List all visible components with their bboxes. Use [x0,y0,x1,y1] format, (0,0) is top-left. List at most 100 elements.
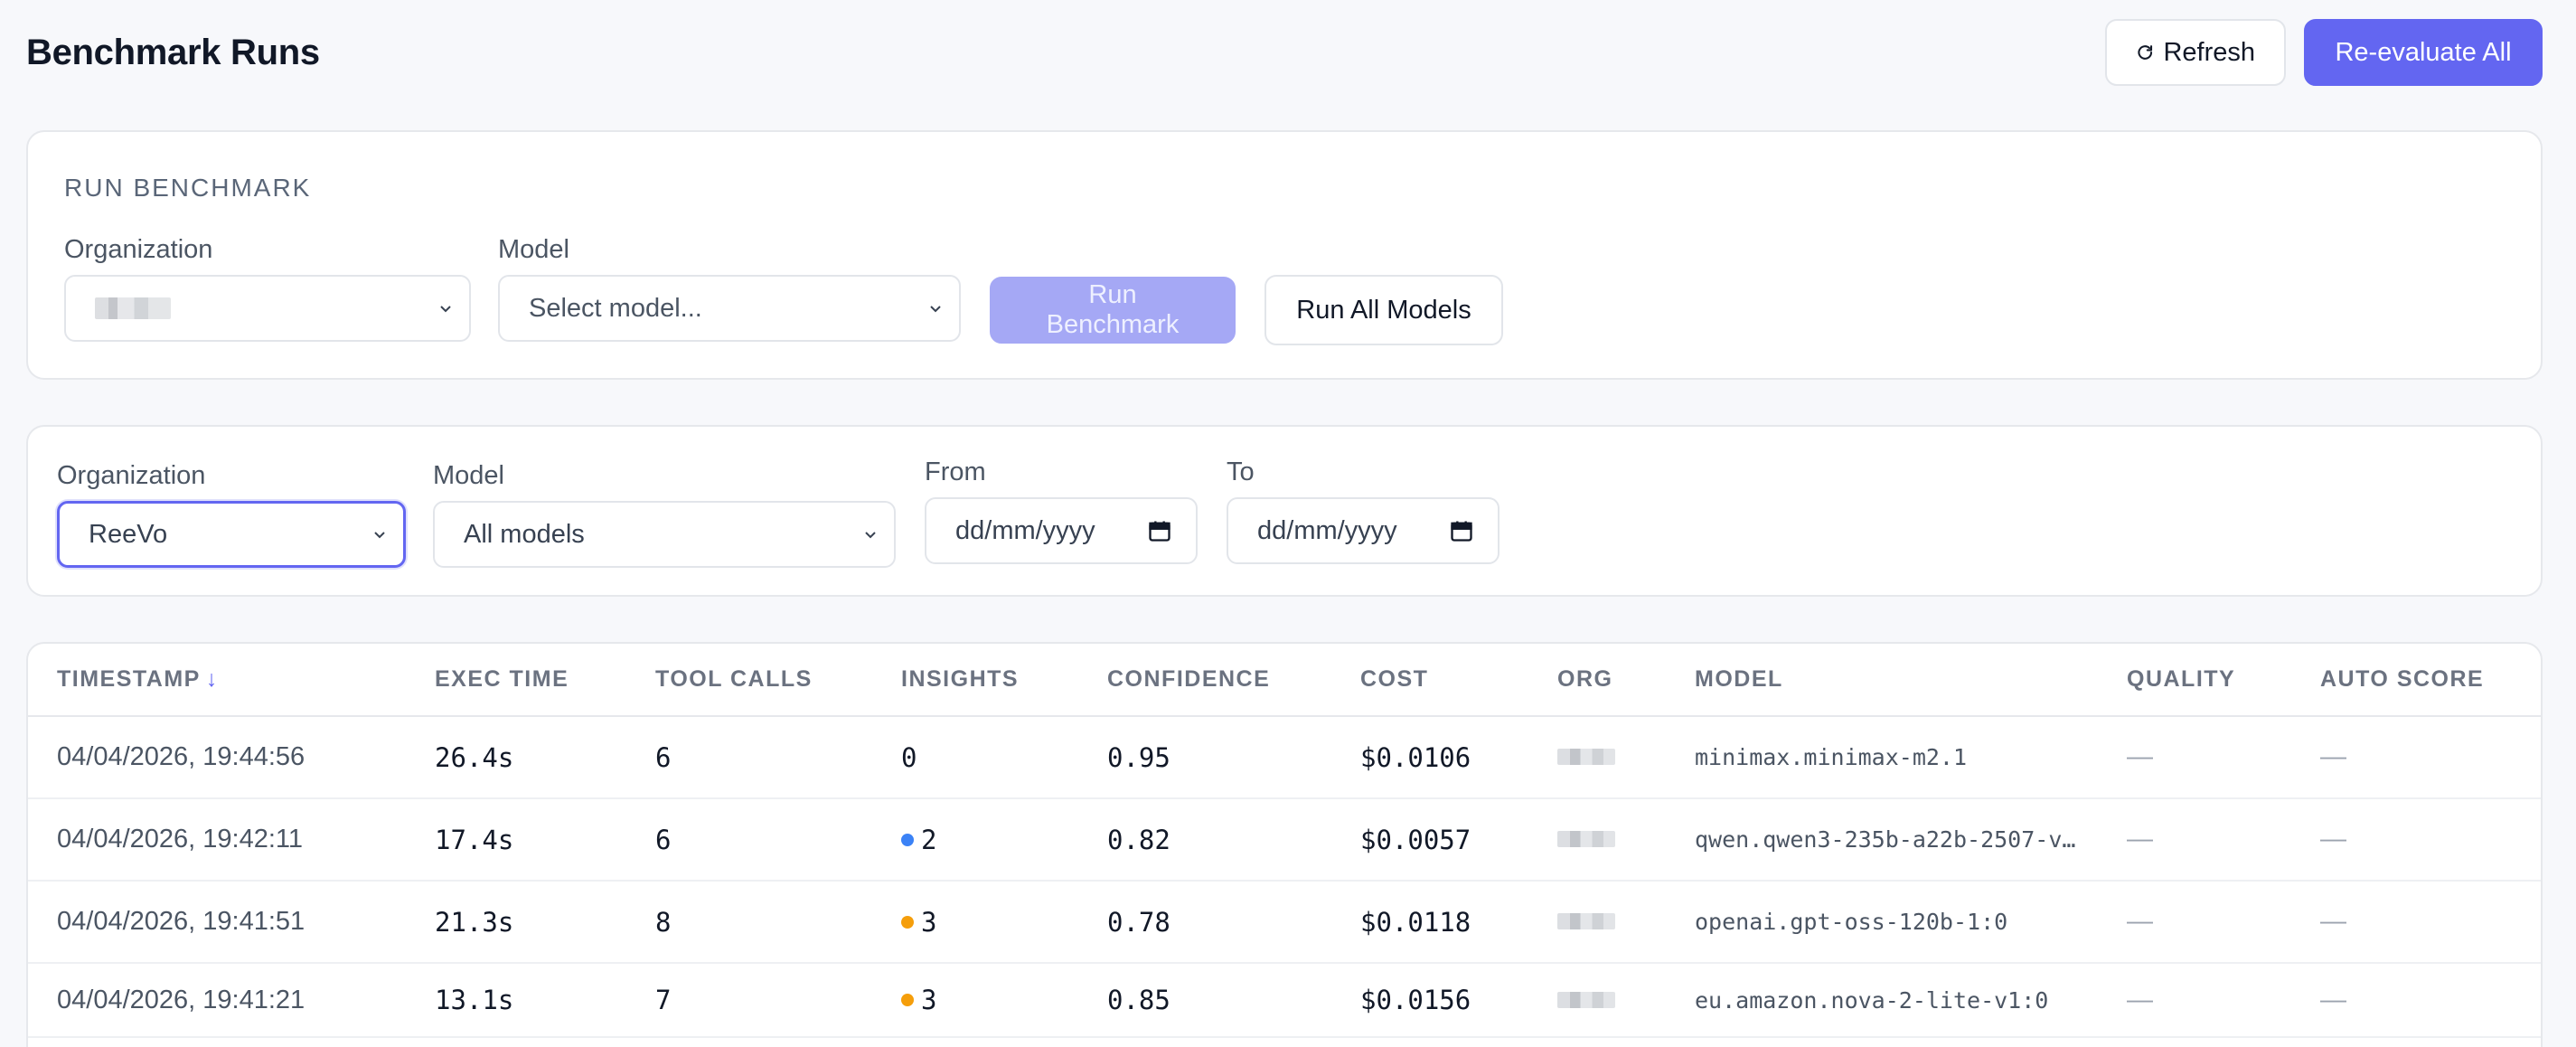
filter-from-date-input[interactable]: dd/mm/yyyy [925,497,1198,564]
refresh-icon [2138,45,2153,60]
redacted-organization-value [95,297,171,319]
column-header-cost: COST [1331,644,1528,717]
redacted-org [1557,831,1615,847]
cell-cost: $0.0106 [1331,716,1528,799]
run-benchmark-title: RUN BENCHMARK [64,174,312,202]
column-header-exec-time: EXEC TIME [406,644,626,717]
run-all-models-button[interactable]: Run All Models [1264,275,1503,345]
run-model-label: Model [498,235,569,264]
filter-model-label: Model [433,461,504,490]
column-header-auto-score: AUTO SCORE [2291,644,2541,717]
cell-model: qwen.qwen3-235b-a22b-2507-v… [1666,798,2098,882]
sort-desc-icon[interactable]: ↓ [205,666,219,692]
column-header-label: TOOL CALLS [655,666,813,692]
filter-from-label: From [925,457,986,486]
filter-model-field: Model All models [433,461,896,568]
cell-auto-score: — [2291,716,2541,799]
insight-count: 0 [901,741,917,773]
filter-organization-select[interactable]: ReeVo [57,501,406,568]
filter-from-field: From dd/mm/yyyy [925,457,1198,564]
insight-count: 3 [921,985,937,1015]
cell-exec-time: 13.1s [406,963,626,1038]
table-body: 04/04/2026, 19:44:56 26.4s 6 0 0.95 $0.0106 mi… [28,716,2541,1038]
column-header-confidence: CONFIDENCE [1078,644,1331,717]
insight-count: 2 [921,824,937,855]
cell-timestamp: 04/04/2026, 19:42:11 [28,798,406,882]
chevron-down-icon [440,306,451,313]
column-header-label: CONFIDENCE [1107,666,1271,692]
run-model-placeholder: Select model... [529,293,702,323]
column-header-label: TIMESTAMP [57,666,201,692]
filter-to-placeholder: dd/mm/yyyy [1257,515,1397,545]
filter-model-select[interactable]: All models [433,501,896,568]
filter-to-label: To [1227,457,1255,486]
column-header-tool-calls: TOOL CALLS [626,644,872,717]
cell-auto-score: — [2291,798,2541,882]
cell-cost: $0.0156 [1331,963,1528,1038]
page-header: Benchmark Runs Refresh Re-evaluate All [26,18,2543,87]
cell-org [1528,716,1666,799]
cell-exec-time: 17.4s [406,798,626,882]
run-benchmark-card: RUN BENCHMARK Organization Model Select … [26,130,2543,380]
filter-to-field: To dd/mm/yyyy [1227,457,1500,564]
cell-quality: — [2098,963,2291,1038]
filter-to-date-input[interactable]: dd/mm/yyyy [1227,497,1500,564]
table-row[interactable]: 04/04/2026, 19:42:11 17.4s 6 2 0.82 $0.0057 qw… [28,798,2541,882]
cell-cost: $0.0057 [1331,798,1528,882]
column-header-label: QUALITY [2127,666,2236,692]
insight-status-dot [901,833,914,846]
column-header-label: MODEL [1695,666,1783,692]
column-header-label: EXEC TIME [435,666,569,692]
table-row[interactable]: 04/04/2026, 19:41:51 21.3s 8 3 0.78 $0.0118 op… [28,881,2541,964]
page-title: Benchmark Runs [26,32,320,72]
column-header-label: ORG [1557,666,1613,692]
column-header-label: COST [1360,666,1429,692]
redacted-org [1557,991,1615,1008]
cell-org [1528,798,1666,882]
chevron-down-icon [374,532,385,539]
cell-exec-time: 21.3s [406,881,626,964]
table-header-row: TIMESTAMP ↓ EXEC TIME TOOL CALLS INSIGHTS CON… [28,644,2541,717]
run-organization-field: Organization [64,235,471,342]
cell-quality: — [2098,798,2291,882]
cell-tool-calls: 8 [626,881,872,964]
insight-count: 3 [921,906,937,938]
table-row[interactable]: 04/04/2026, 19:41:21 13.1s 7 3 0.85 $0.0156 eu… [28,963,2541,1038]
column-header-model: MODEL [1666,644,2098,717]
cell-cost: $0.0118 [1331,881,1528,964]
run-organization-label: Organization [64,235,213,264]
refresh-label: Refresh [2163,37,2255,67]
cell-insights: 2 [872,798,1078,882]
cell-model: minimax.minimax-m2.1 [1666,716,2098,799]
cell-timestamp: 04/04/2026, 19:41:51 [28,881,406,964]
cell-tool-calls: 6 [626,798,872,882]
column-header-quality: QUALITY [2098,644,2291,717]
filter-organization-label: Organization [57,461,206,490]
filter-organization-value: ReeVo [89,519,168,549]
cell-quality: — [2098,881,2291,964]
column-header-label: AUTO SCORE [2320,666,2485,692]
cell-confidence: 0.82 [1078,798,1331,882]
calendar-icon[interactable] [1449,518,1474,543]
insight-status-dot [901,915,914,929]
cell-auto-score: — [2291,881,2541,964]
run-model-select[interactable]: Select model... [498,275,961,342]
cell-confidence: 0.78 [1078,881,1331,964]
column-header-label: INSIGHTS [901,666,1020,692]
reevaluate-all-button[interactable]: Re-evaluate All [2304,19,2543,86]
redacted-org [1557,913,1615,929]
chevron-down-icon [930,306,941,313]
insight-status-dot [901,994,914,1006]
refresh-button[interactable]: Refresh [2105,19,2286,86]
run-benchmark-button[interactable]: Run Benchmark [990,277,1236,344]
run-model-field: Model Select model... [498,235,961,342]
filter-organization-field: Organization ReeVo [57,461,406,568]
cell-insights: 0 [872,716,1078,799]
cell-org [1528,881,1666,964]
cell-confidence: 0.85 [1078,963,1331,1038]
column-header-timestamp[interactable]: TIMESTAMP ↓ [28,644,406,717]
cell-auto-score: — [2291,963,2541,1038]
table-row[interactable]: 04/04/2026, 19:44:56 26.4s 6 0 0.95 $0.0106 mi… [28,716,2541,799]
run-organization-select[interactable] [64,275,471,342]
calendar-icon[interactable] [1147,518,1172,543]
